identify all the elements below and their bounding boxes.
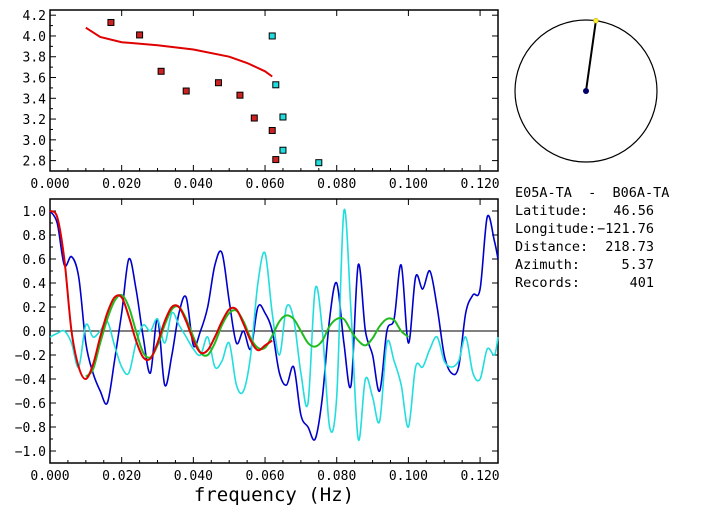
velocity-point-red bbox=[236, 91, 244, 99]
correlation-x-tick-label: 0.060 bbox=[245, 469, 284, 484]
target-station-marker bbox=[593, 17, 599, 24]
map-boundary-circle bbox=[514, 19, 658, 163]
velocity-marks bbox=[85, 18, 323, 167]
correlation-x-tick-label: 0.120 bbox=[461, 469, 500, 484]
info-label: Distance: bbox=[515, 239, 588, 255]
correlation-y-tick-label: 0.4 bbox=[23, 277, 47, 292]
velocity-point-red bbox=[214, 79, 222, 87]
correlation-marks bbox=[49, 208, 499, 441]
correlation-x-tick-label: 0.080 bbox=[317, 469, 356, 484]
velocity-y-tick-label: 2.8 bbox=[23, 155, 46, 170]
velocity-y-tick-label: 3.8 bbox=[23, 51, 46, 66]
correlation-y-tick-label: 1.0 bbox=[23, 205, 46, 220]
velocity-x-tick-label: 0.040 bbox=[174, 177, 213, 192]
info-value: 5.37 bbox=[621, 257, 654, 273]
info-label: Records: bbox=[515, 275, 580, 291]
velocity-x-tick-label: 0.020 bbox=[102, 177, 141, 192]
correlation-y-tick-label: −0.6 bbox=[15, 397, 46, 412]
station-pair-title: E05A-TA - B06A-TA bbox=[515, 185, 669, 201]
correlation-y-tick-label: −1.0 bbox=[15, 445, 46, 460]
velocity-point-cyan bbox=[279, 113, 287, 121]
velocity-x-tick-label: 0.060 bbox=[245, 177, 284, 192]
velocity-x-tick-label: 0.120 bbox=[461, 177, 500, 192]
velocity-y-tick-label: 4.2 bbox=[23, 9, 46, 24]
correlation-x-tick-label: 0.100 bbox=[389, 469, 428, 484]
velocity-x-tick-label: 0.100 bbox=[389, 177, 428, 192]
info-value: 218.73 bbox=[605, 239, 654, 255]
velocity-point-cyan bbox=[272, 81, 280, 89]
red-model-line bbox=[49, 210, 273, 380]
velocity-x-tick-label: 0.080 bbox=[317, 177, 356, 192]
info-value: 401 bbox=[630, 275, 654, 291]
correlation-axis-ticks: 0.000 0.020 0.040 0.060 0.080 0.100 0.120 −1.0 −… bbox=[15, 199, 500, 484]
location-map bbox=[514, 17, 658, 163]
origin-station-marker bbox=[583, 88, 589, 94]
info-value: 46.56 bbox=[613, 203, 654, 219]
station-path-line bbox=[585, 20, 597, 92]
velocity-y-tick-label: 3.2 bbox=[23, 113, 46, 128]
station-info: E05A-TA - B06A-TA Latitude: 46.56 Longitud… bbox=[515, 185, 669, 291]
velocity-point-red bbox=[157, 67, 165, 75]
velocity-point-red bbox=[250, 114, 258, 122]
info-label: Azimuth: bbox=[515, 257, 580, 273]
velocity-plot-frame bbox=[49, 9, 499, 172]
info-rows: Latitude: 46.56 Longitude: −121.76 Distance:… bbox=[515, 203, 654, 291]
correlation-x-tick-label: 0.000 bbox=[30, 469, 69, 484]
correlation-y-tick-label: 0.8 bbox=[23, 229, 46, 244]
velocity-point-red bbox=[107, 18, 115, 26]
velocity-point-red bbox=[268, 126, 276, 134]
velocity-point-red bbox=[182, 87, 190, 95]
cyan-correlation-line bbox=[49, 208, 499, 441]
info-value: −121.76 bbox=[597, 221, 654, 237]
velocity-x-tick-label: 0.000 bbox=[30, 177, 69, 192]
velocity-point-cyan bbox=[268, 32, 276, 40]
correlation-x-tick-label: 0.020 bbox=[102, 469, 141, 484]
velocity-fit-line bbox=[85, 26, 273, 78]
correlation-panel: 0.000 0.020 0.040 0.060 0.080 0.100 0.120 −1.0 −… bbox=[15, 198, 500, 506]
velocity-point-red bbox=[136, 31, 144, 39]
correlation-y-tick-label: −0.8 bbox=[15, 421, 46, 436]
velocity-axis-ticks: 0.000 0.020 0.040 0.060 0.080 0.100 0.120 2.8 3.… bbox=[23, 9, 500, 192]
velocity-y-tick-label: 3.0 bbox=[23, 134, 46, 149]
correlation-y-tick-label: −0.2 bbox=[15, 349, 46, 364]
info-label: Latitude: bbox=[515, 203, 588, 219]
velocity-point-red bbox=[272, 156, 280, 164]
velocity-point-cyan bbox=[279, 146, 287, 154]
velocity-y-tick-label: 4.0 bbox=[23, 30, 46, 45]
correlation-y-tick-label: −0.4 bbox=[15, 373, 46, 388]
correlation-x-tick-label: 0.040 bbox=[174, 469, 213, 484]
velocity-y-tick-label: 3.6 bbox=[23, 72, 46, 87]
correlation-y-tick-label: 0.0 bbox=[23, 325, 46, 340]
velocity-point-cyan bbox=[315, 159, 323, 167]
correlation-y-tick-label: 0.2 bbox=[23, 301, 46, 316]
velocity-y-tick-label: 3.4 bbox=[23, 92, 47, 107]
blue-correlation-line bbox=[49, 210, 499, 441]
correlation-y-tick-label: 0.6 bbox=[23, 253, 46, 268]
velocity-panel: 0.000 0.020 0.040 0.060 0.080 0.100 0.120 2.8 3.… bbox=[23, 9, 500, 192]
x-axis-title: frequency (Hz) bbox=[194, 484, 354, 506]
info-label: Longitude: bbox=[515, 221, 596, 237]
